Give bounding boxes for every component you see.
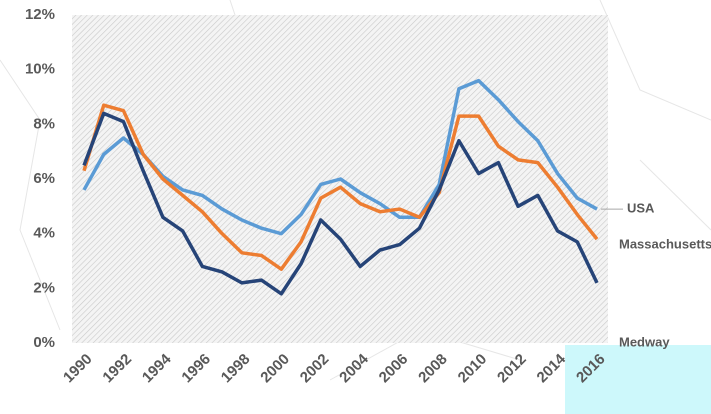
x-tick-label: 2012 — [494, 351, 530, 387]
y-tick-label: 12% — [25, 6, 55, 23]
y-tick-label: 10% — [25, 61, 55, 78]
series-line — [82, 103, 599, 271]
y-tick-label: 4% — [33, 225, 55, 242]
x-tick-label: 2014 — [534, 350, 570, 386]
x-tick-label: 2008 — [415, 351, 451, 387]
y-tick-label: 2% — [33, 279, 55, 296]
series-label: Massachusetts — [619, 237, 711, 252]
y-tick-label: 8% — [33, 115, 55, 132]
y-tick-label: 6% — [33, 170, 55, 187]
series-line — [82, 111, 599, 296]
x-tick-label: 2004 — [336, 350, 372, 386]
x-tick-label: 1990 — [60, 351, 96, 387]
x-tick-label: 1998 — [218, 351, 254, 387]
x-tick-label: 2002 — [297, 351, 333, 387]
x-tick-label: 2010 — [455, 351, 491, 387]
x-tick-label: 1992 — [99, 351, 135, 387]
x-tick-label: 1996 — [178, 351, 214, 387]
x-tick-label: 2006 — [376, 351, 412, 387]
series-label: Medway — [619, 334, 670, 349]
x-tick-label: 1994 — [139, 350, 175, 386]
y-tick-label: 0% — [33, 334, 55, 351]
series-label: USA — [627, 201, 655, 216]
series-line — [82, 78, 598, 236]
x-tick-label: 2000 — [257, 351, 293, 387]
